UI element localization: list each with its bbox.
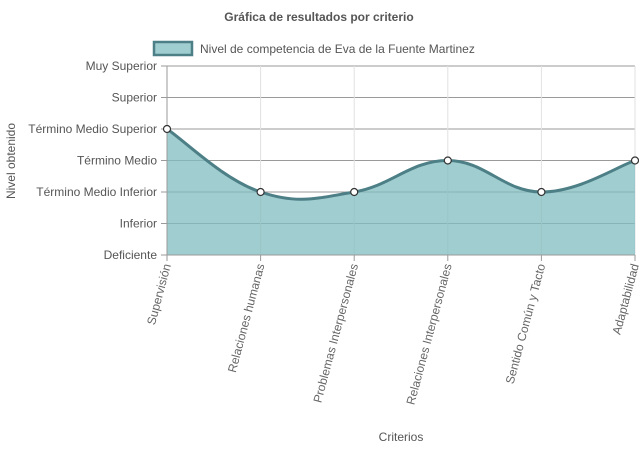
x-tick-label: Relaciones Interpersonales	[404, 262, 455, 406]
x-tick-label: Problemas Interpersonales	[310, 262, 361, 404]
y-axis-title: Nivel obtenido	[4, 123, 18, 199]
axes	[161, 65, 636, 261]
legend[interactable]: Nivel de competencia de Eva de la Fuente…	[152, 40, 475, 57]
y-tick-label: Muy Superior	[86, 59, 157, 73]
data-point[interactable]	[443, 156, 452, 165]
x-axis-title: Criterios	[379, 430, 424, 444]
data-point[interactable]	[256, 187, 265, 197]
chart-title: Gráfica de resultados por criterio	[224, 10, 413, 24]
x-tick-label: Adaptabilidad	[610, 262, 639, 336]
y-tick-label: Término Medio Inferior	[36, 185, 157, 199]
y-tick-label: Superior	[112, 91, 157, 105]
x-tick-label: Relaciones humanas	[225, 262, 268, 374]
data-point[interactable]	[350, 187, 359, 197]
series-line	[166, 127, 636, 201]
x-tick-labels: Supervisión Relaciones humanas Problemas I…	[144, 262, 639, 406]
y-tick-label: Término Medio	[77, 154, 157, 168]
y-tick-labels: Deficiente Inferior Término Medio Inferior…	[28, 59, 157, 262]
x-tick-label: Supervisión	[144, 262, 174, 326]
legend-label: Nivel de competencia de Eva de la Fuente…	[200, 42, 475, 56]
y-tick-label: Deficiente	[104, 248, 158, 262]
data-point[interactable]	[630, 156, 639, 165]
data-point[interactable]	[537, 187, 546, 197]
x-tick-label: Sentido Común y Tacto	[503, 262, 549, 386]
y-tick-label: Inferior	[120, 217, 157, 231]
area-layer	[166, 127, 636, 255]
series-area	[167, 129, 635, 255]
y-tick-label: Término Medio Superior	[28, 122, 157, 136]
data-points	[162, 124, 639, 197]
legend-swatch	[152, 40, 194, 57]
data-point[interactable]	[162, 124, 172, 134]
